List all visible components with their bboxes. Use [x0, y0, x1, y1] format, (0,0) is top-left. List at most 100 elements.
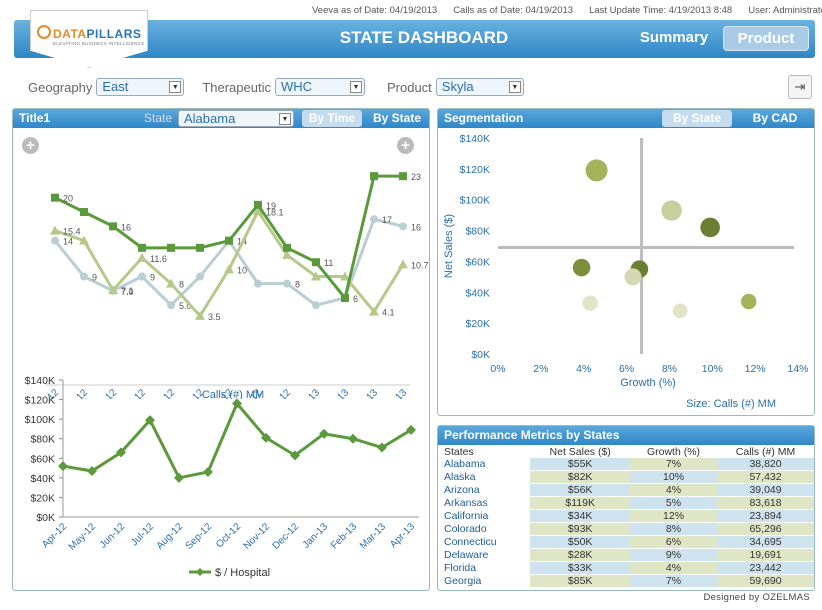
- data-label: 8: [295, 280, 300, 290]
- geography-value: East: [102, 79, 129, 94]
- state-cell: Delaware: [438, 548, 531, 563]
- data-point: [311, 271, 321, 281]
- logo-tagline: ELEVATING BUSINESS INTELLIGENCE: [53, 41, 145, 46]
- x-tick-label: Jan-13: [293, 387, 323, 399]
- value-cell: 7%: [629, 458, 718, 472]
- x-tick-label: Mar-13: [358, 521, 388, 551]
- value-cell: 8%: [629, 522, 718, 537]
- zoom-in-icon[interactable]: +: [397, 137, 414, 154]
- tab-seg-by-cad[interactable]: By CAD: [752, 111, 798, 125]
- bubble: [740, 293, 757, 310]
- chevron-down-icon[interactable]: ▼: [508, 81, 521, 93]
- trend-panel-header: Title1 State Alabama ▼ By Time By State: [13, 109, 429, 128]
- chevron-down-icon[interactable]: ▼: [169, 81, 182, 93]
- column-header[interactable]: Calls (#) MM: [735, 445, 796, 458]
- table-row[interactable]: Alabama $55K 7% 38,820: [438, 458, 814, 472]
- table-row[interactable]: Colorado $93K 8% 65,296: [438, 522, 814, 537]
- product-select[interactable]: Skyla ▼: [435, 78, 524, 96]
- data-label: 14: [63, 237, 73, 247]
- y-tick-label: $120K: [460, 164, 490, 176]
- table-row[interactable]: Arkansas $119K 5% 83,618: [438, 496, 814, 511]
- table-row[interactable]: Connecticu $50K 6% 34,695: [438, 535, 814, 550]
- table-row[interactable]: Delaware $28K 9% 19,691: [438, 548, 814, 563]
- data-point: [282, 250, 292, 259]
- y-tick-label: $100K: [25, 414, 55, 426]
- calls-date: Calls as of Date: 04/19/2013: [453, 5, 574, 16]
- table-row[interactable]: Georgia $85K 7% 59,690: [438, 574, 814, 589]
- value-cell: $33K: [530, 561, 630, 576]
- export-button[interactable]: ⇥: [788, 75, 812, 99]
- y-tick-label: $40K: [30, 473, 55, 485]
- geography-select[interactable]: East ▼: [96, 78, 185, 96]
- data-point: [145, 415, 155, 426]
- y-tick-label: $140K: [25, 375, 55, 387]
- data-label: 16: [121, 222, 131, 232]
- hospital-line-chart: $0K$20K$40K$60K$80K$100K$120K$140KApr-12…: [25, 375, 419, 579]
- chevron-down-icon[interactable]: ▼: [349, 81, 362, 93]
- last-update: Last Update Time: 4/19/2013 8:48: [589, 5, 733, 16]
- value-cell: 23,442: [717, 561, 814, 576]
- value-cell: 83,618: [717, 496, 814, 511]
- data-point: [79, 235, 89, 245]
- value-cell: 10%: [629, 470, 718, 485]
- x-tick-label: Jul-12: [121, 387, 148, 399]
- tab-by-state[interactable]: By State: [372, 111, 422, 125]
- therapeutic-select[interactable]: WHC ▼: [274, 78, 365, 96]
- data-point: [80, 208, 88, 216]
- column-header[interactable]: States: [444, 445, 474, 458]
- x-tick-label: Aug-12: [155, 521, 186, 552]
- table-row[interactable]: Florida $33K 4% 23,442: [438, 561, 814, 576]
- data-point: [80, 272, 88, 281]
- data-point: [254, 279, 262, 288]
- data-label: 6: [353, 294, 358, 304]
- series-line: [54, 208, 405, 319]
- legend-label: $ / Hospital: [215, 567, 270, 579]
- table-row[interactable]: Alaska $82K 10% 57,432: [438, 470, 814, 485]
- size-note: Size: Calls (#) MM: [686, 398, 776, 410]
- chevron-down-icon[interactable]: ▼: [279, 113, 291, 125]
- value-cell: $56K: [530, 483, 630, 498]
- value-cell: $34K: [530, 509, 630, 524]
- therapeutic-value: WHC: [280, 79, 313, 94]
- value-cell: 4%: [629, 561, 718, 576]
- tab-by-time[interactable]: By Time: [302, 110, 362, 127]
- data-label: 7.1: [121, 286, 134, 296]
- data-label: 11: [324, 258, 333, 268]
- state-select[interactable]: Alabama ▼: [178, 110, 294, 127]
- zoom-in-icon[interactable]: +: [22, 137, 39, 154]
- x-tick-label: Jul-12: [129, 521, 156, 548]
- x-tick-label: Apr-13: [380, 387, 409, 399]
- data-point: [58, 461, 68, 472]
- data-point: [377, 442, 387, 453]
- tab-summary[interactable]: Summary: [639, 29, 709, 46]
- state-cell: California: [438, 509, 531, 524]
- data-point: [137, 252, 147, 262]
- value-cell: 6%: [629, 535, 718, 550]
- series-line: [53, 217, 404, 308]
- performance-table: States Net Sales ($) Growth (%) Calls (#…: [438, 445, 814, 589]
- data-point: [138, 272, 146, 281]
- table-row[interactable]: Arizona $56K 4% 39,049: [438, 483, 814, 498]
- data-point: [261, 432, 271, 443]
- data-point: [341, 294, 349, 302]
- x-tick-label: Jun-12: [98, 521, 128, 551]
- tab-seg-by-state[interactable]: By State: [662, 110, 732, 127]
- table-row[interactable]: California $34K 12% 23,894: [438, 509, 814, 524]
- data-label: 20: [63, 194, 73, 204]
- state-cell: Georgia: [438, 574, 531, 589]
- x-tick-label: Feb-13: [329, 521, 359, 551]
- data-point: [174, 472, 184, 483]
- state-cell: Alaska: [438, 470, 531, 485]
- logo-text: DATAPILLARS: [53, 27, 142, 41]
- bubble: [582, 295, 598, 311]
- value-cell: $28K: [530, 548, 630, 563]
- column-header[interactable]: Growth (%): [646, 445, 701, 458]
- value-cell: 65,296: [717, 522, 814, 537]
- column-header[interactable]: Net Sales ($): [549, 445, 611, 458]
- y-tick-label: $0K: [471, 349, 490, 361]
- x-tick-label: Apr-13: [388, 521, 417, 550]
- tab-product[interactable]: Product: [723, 26, 809, 51]
- data-point: [196, 272, 204, 281]
- data-point: [340, 271, 350, 281]
- performance-header: Performance Metrics by States: [438, 426, 814, 445]
